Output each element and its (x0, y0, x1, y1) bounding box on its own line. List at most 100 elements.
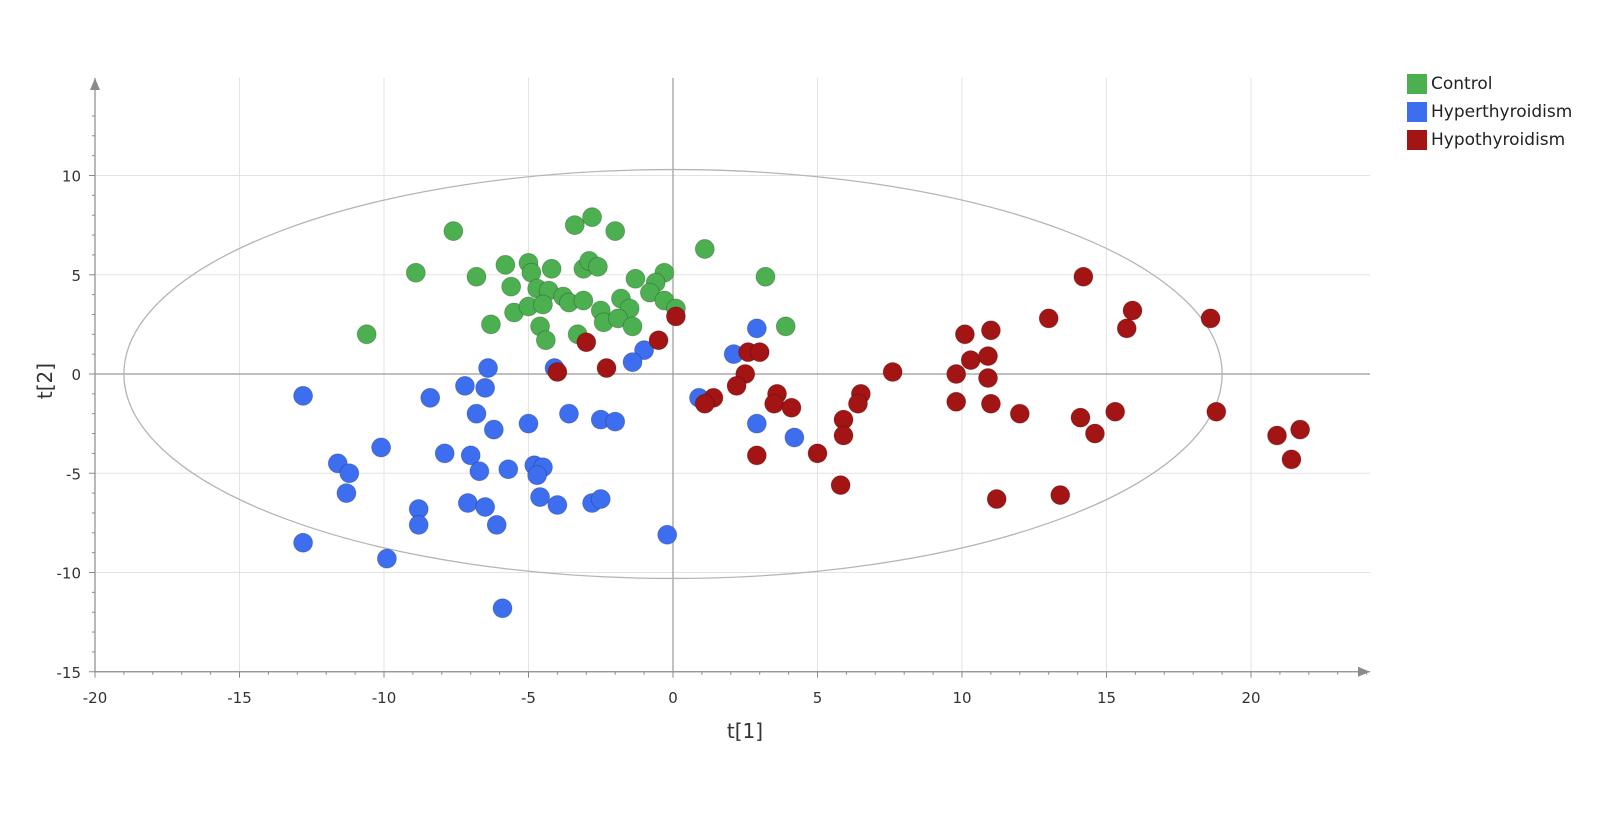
data-point (1073, 266, 1094, 287)
data-point (665, 306, 686, 327)
data-point (587, 256, 608, 277)
data-point (547, 362, 568, 382)
confidence-ellipse (123, 168, 1223, 580)
data-point (582, 207, 602, 228)
data-point (541, 258, 562, 279)
data-point (784, 427, 805, 448)
data-point (648, 330, 669, 351)
data-point (518, 413, 539, 434)
data-point (1290, 419, 1311, 440)
data-point (605, 221, 626, 241)
data-point (1267, 425, 1287, 446)
data-point (764, 393, 785, 414)
x-axis-arrow-icon (1358, 666, 1370, 677)
data-point (746, 413, 767, 434)
legend-label: Hypothyroidism (1431, 130, 1566, 150)
data-point (455, 376, 475, 396)
data-point (694, 239, 715, 259)
data-point (1206, 401, 1227, 422)
x-tick-label: 5 (813, 689, 823, 707)
data-point (986, 489, 1007, 509)
data-point (501, 276, 522, 297)
data-point (475, 497, 496, 517)
data-point (954, 324, 975, 345)
data-point (564, 215, 585, 236)
x-tick-label: -5 (521, 689, 536, 707)
data-point (1200, 308, 1221, 329)
data-point (405, 262, 426, 283)
data-point (293, 385, 313, 406)
x-tick-label: 20 (1241, 689, 1260, 707)
data-point (807, 443, 828, 464)
data-point (1038, 308, 1059, 329)
legend-item: Hyperthyroidism (1407, 98, 1572, 126)
y-tick-label: -15 (57, 664, 82, 682)
data-point (596, 358, 617, 378)
data-point (420, 387, 441, 408)
data-point (486, 514, 507, 535)
data-point (478, 358, 498, 378)
data-point (1116, 318, 1137, 339)
y-axis-label: t[2] (33, 363, 57, 399)
data-point (625, 268, 646, 289)
data-point (356, 324, 377, 345)
grid (94, 78, 1370, 673)
data-point (960, 350, 981, 371)
legend-swatch (1407, 130, 1427, 150)
legend-item: Hypothyroidism (1407, 126, 1572, 154)
data-point (573, 290, 594, 311)
data-point (527, 465, 548, 486)
data-point (749, 342, 770, 363)
legend-item: Control (1407, 70, 1572, 98)
data-point (978, 368, 998, 388)
data-point (434, 443, 455, 464)
x-tick-label: -15 (227, 689, 252, 707)
data-point (483, 419, 504, 440)
data-point (981, 320, 1001, 341)
data-point (547, 495, 568, 515)
x-tick-label: 10 (952, 689, 971, 707)
data-point (1085, 423, 1105, 444)
data-point (559, 403, 579, 424)
data-point (590, 489, 611, 509)
y-tick-label: 10 (62, 168, 81, 186)
data-point (830, 475, 851, 496)
data-point (466, 266, 487, 287)
data-point (981, 393, 1001, 414)
data-point (694, 393, 715, 414)
data-point (498, 459, 519, 480)
data-points (293, 207, 1311, 619)
data-point (1050, 485, 1071, 505)
data-point (530, 487, 550, 507)
data-point (1009, 403, 1030, 424)
legend: Control Hyperthyroidism Hypothyroidism (1407, 70, 1572, 154)
data-point (978, 346, 998, 367)
data-point (605, 411, 626, 432)
legend-swatch (1407, 102, 1427, 122)
data-point (466, 403, 487, 424)
data-point (495, 254, 516, 275)
data-point (535, 330, 556, 351)
x-tick-label: -20 (83, 689, 108, 707)
x-axis-label: t[1] (727, 719, 763, 743)
series-control (356, 207, 796, 351)
y-tick-label: 5 (71, 267, 81, 285)
data-point (293, 532, 313, 553)
legend-swatch (1407, 74, 1427, 94)
data-point (755, 266, 776, 287)
data-point (336, 483, 357, 504)
y-tick-label: -5 (66, 465, 81, 483)
data-point (1070, 407, 1091, 428)
data-point (492, 598, 513, 619)
data-point (408, 514, 429, 535)
data-point (833, 425, 854, 446)
data-point (460, 445, 481, 466)
legend-label: Hyperthyroidism (1431, 102, 1573, 122)
x-tick-label: 15 (1097, 689, 1116, 707)
axes (89, 78, 1370, 678)
data-point (781, 397, 802, 418)
data-point (946, 391, 967, 412)
data-point (1281, 449, 1302, 470)
